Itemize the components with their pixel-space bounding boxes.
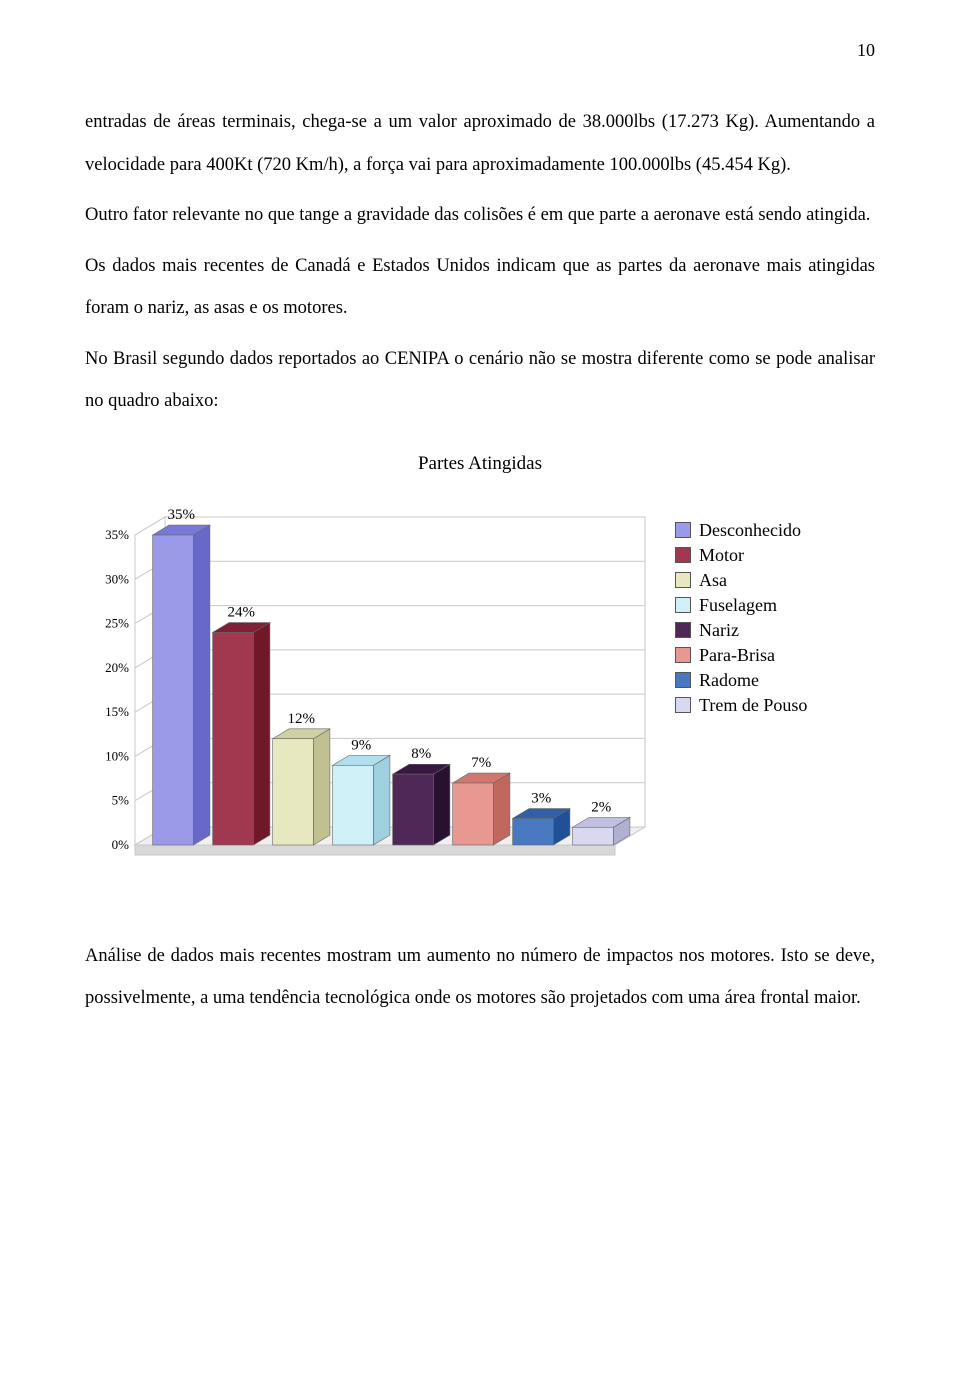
- legend-label: Radome: [699, 670, 759, 691]
- svg-text:10%: 10%: [105, 748, 129, 763]
- svg-text:24%: 24%: [228, 604, 256, 620]
- bar-chart: 0% 5% 10% 15% 20% 25% 30% 35% 35% 24% 12% 9% 8% 7% 3% 2…: [85, 495, 655, 875]
- legend-swatch: [675, 647, 691, 663]
- legend-label: Fuselagem: [699, 595, 777, 616]
- svg-text:8%: 8%: [411, 746, 431, 762]
- legend-label: Asa: [699, 570, 727, 591]
- svg-text:20%: 20%: [105, 660, 129, 675]
- legend-swatch: [675, 597, 691, 613]
- legend-item: Nariz: [675, 620, 807, 641]
- chart-title: Partes Atingidas: [85, 453, 875, 475]
- body-paragraph: Os dados mais recentes de Canadá e Estad…: [85, 245, 875, 330]
- legend-swatch: [675, 572, 691, 588]
- svg-text:35%: 35%: [105, 527, 129, 542]
- legend-label: Trem de Pouso: [699, 695, 807, 716]
- legend-swatch: [675, 697, 691, 713]
- legend-swatch: [675, 547, 691, 563]
- chart-container: 0% 5% 10% 15% 20% 25% 30% 35% 35% 24% 12% 9% 8% 7% 3% 2…: [85, 495, 875, 875]
- legend-label: Nariz: [699, 620, 739, 641]
- body-paragraph: No Brasil segundo dados reportados ao CE…: [85, 338, 875, 423]
- legend-swatch: [675, 622, 691, 638]
- svg-text:9%: 9%: [351, 737, 371, 753]
- legend-swatch: [675, 672, 691, 688]
- legend-label: Motor: [699, 545, 744, 566]
- svg-text:5%: 5%: [112, 793, 130, 808]
- svg-text:7%: 7%: [471, 755, 491, 771]
- svg-text:2%: 2%: [591, 799, 611, 815]
- page-number: 10: [85, 40, 875, 61]
- svg-text:30%: 30%: [105, 571, 129, 586]
- body-paragraph: Outro fator relevante no que tange a gra…: [85, 194, 875, 237]
- legend-item: Motor: [675, 545, 807, 566]
- legend-label: Para-Brisa: [699, 645, 775, 666]
- svg-text:3%: 3%: [531, 790, 551, 806]
- svg-text:35%: 35%: [168, 507, 196, 523]
- svg-text:12%: 12%: [288, 711, 316, 727]
- legend-item: Radome: [675, 670, 807, 691]
- legend-item: Fuselagem: [675, 595, 807, 616]
- svg-text:25%: 25%: [105, 615, 129, 630]
- legend-item: Asa: [675, 570, 807, 591]
- body-paragraph: entradas de áreas terminais, chega-se a …: [85, 101, 875, 186]
- legend-item: Para-Brisa: [675, 645, 807, 666]
- svg-text:0%: 0%: [112, 837, 130, 852]
- legend-label: Desconhecido: [699, 520, 801, 541]
- legend: Desconhecido Motor Asa Fuselagem Nariz Para-B…: [675, 520, 807, 720]
- legend-swatch: [675, 522, 691, 538]
- footer-paragraph: Análise de dados mais recentes mostram u…: [85, 935, 875, 1020]
- legend-item: Desconhecido: [675, 520, 807, 541]
- svg-text:15%: 15%: [105, 704, 129, 719]
- legend-item: Trem de Pouso: [675, 695, 807, 716]
